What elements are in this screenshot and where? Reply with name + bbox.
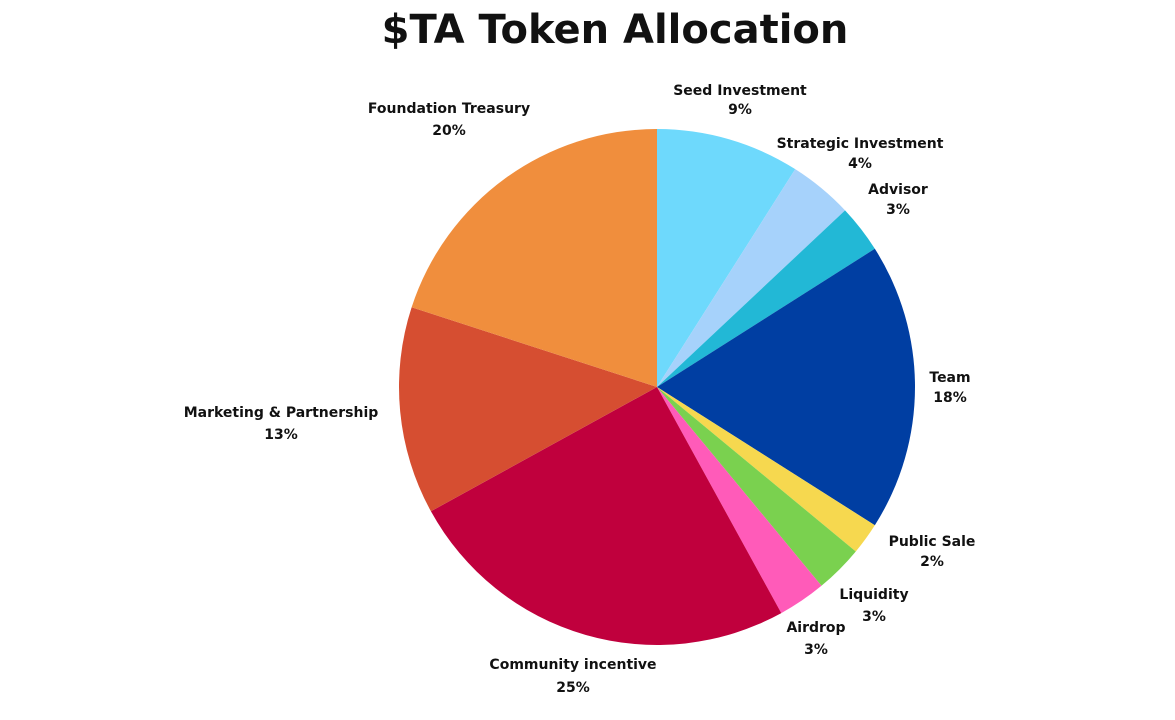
slice-label: Liquidity — [839, 587, 908, 603]
pie-slice — [657, 248, 915, 526]
slice-value-label: 13% — [264, 427, 298, 443]
pie-slice — [399, 307, 657, 512]
slice-value-label: 3% — [804, 642, 828, 658]
slice-value-label: 3% — [886, 202, 910, 218]
chart-title: $TA Token Allocation — [382, 7, 849, 53]
slice-label: Team — [929, 370, 970, 386]
slice-label: Community incentive — [489, 657, 656, 673]
pie-slice — [657, 387, 822, 614]
pie-slice — [657, 387, 875, 552]
slice-label: Advisor — [868, 182, 928, 198]
slice-label: Foundation Treasury — [368, 101, 530, 117]
slice-value-label: 25% — [556, 680, 590, 696]
slice-value-label: 20% — [432, 123, 466, 139]
slice-value-label: 2% — [920, 554, 944, 570]
pie-slice — [657, 387, 856, 586]
slice-label: Marketing & Partnership — [184, 405, 379, 421]
slice-label: Seed Investment — [673, 83, 807, 99]
slice-label: Strategic Investment — [777, 136, 944, 152]
pie-slice — [657, 129, 796, 387]
pie-slice — [657, 210, 875, 387]
slice-label: Airdrop — [786, 620, 845, 636]
slice-value-label: 4% — [848, 156, 872, 172]
pie-slice — [657, 169, 846, 387]
pie-slice — [430, 387, 782, 645]
slice-value-label: 9% — [728, 102, 752, 118]
slice-value-label: 18% — [933, 390, 967, 406]
pie-slice — [411, 129, 657, 387]
slice-label: Public Sale — [889, 534, 976, 550]
slice-value-label: 3% — [862, 609, 886, 625]
